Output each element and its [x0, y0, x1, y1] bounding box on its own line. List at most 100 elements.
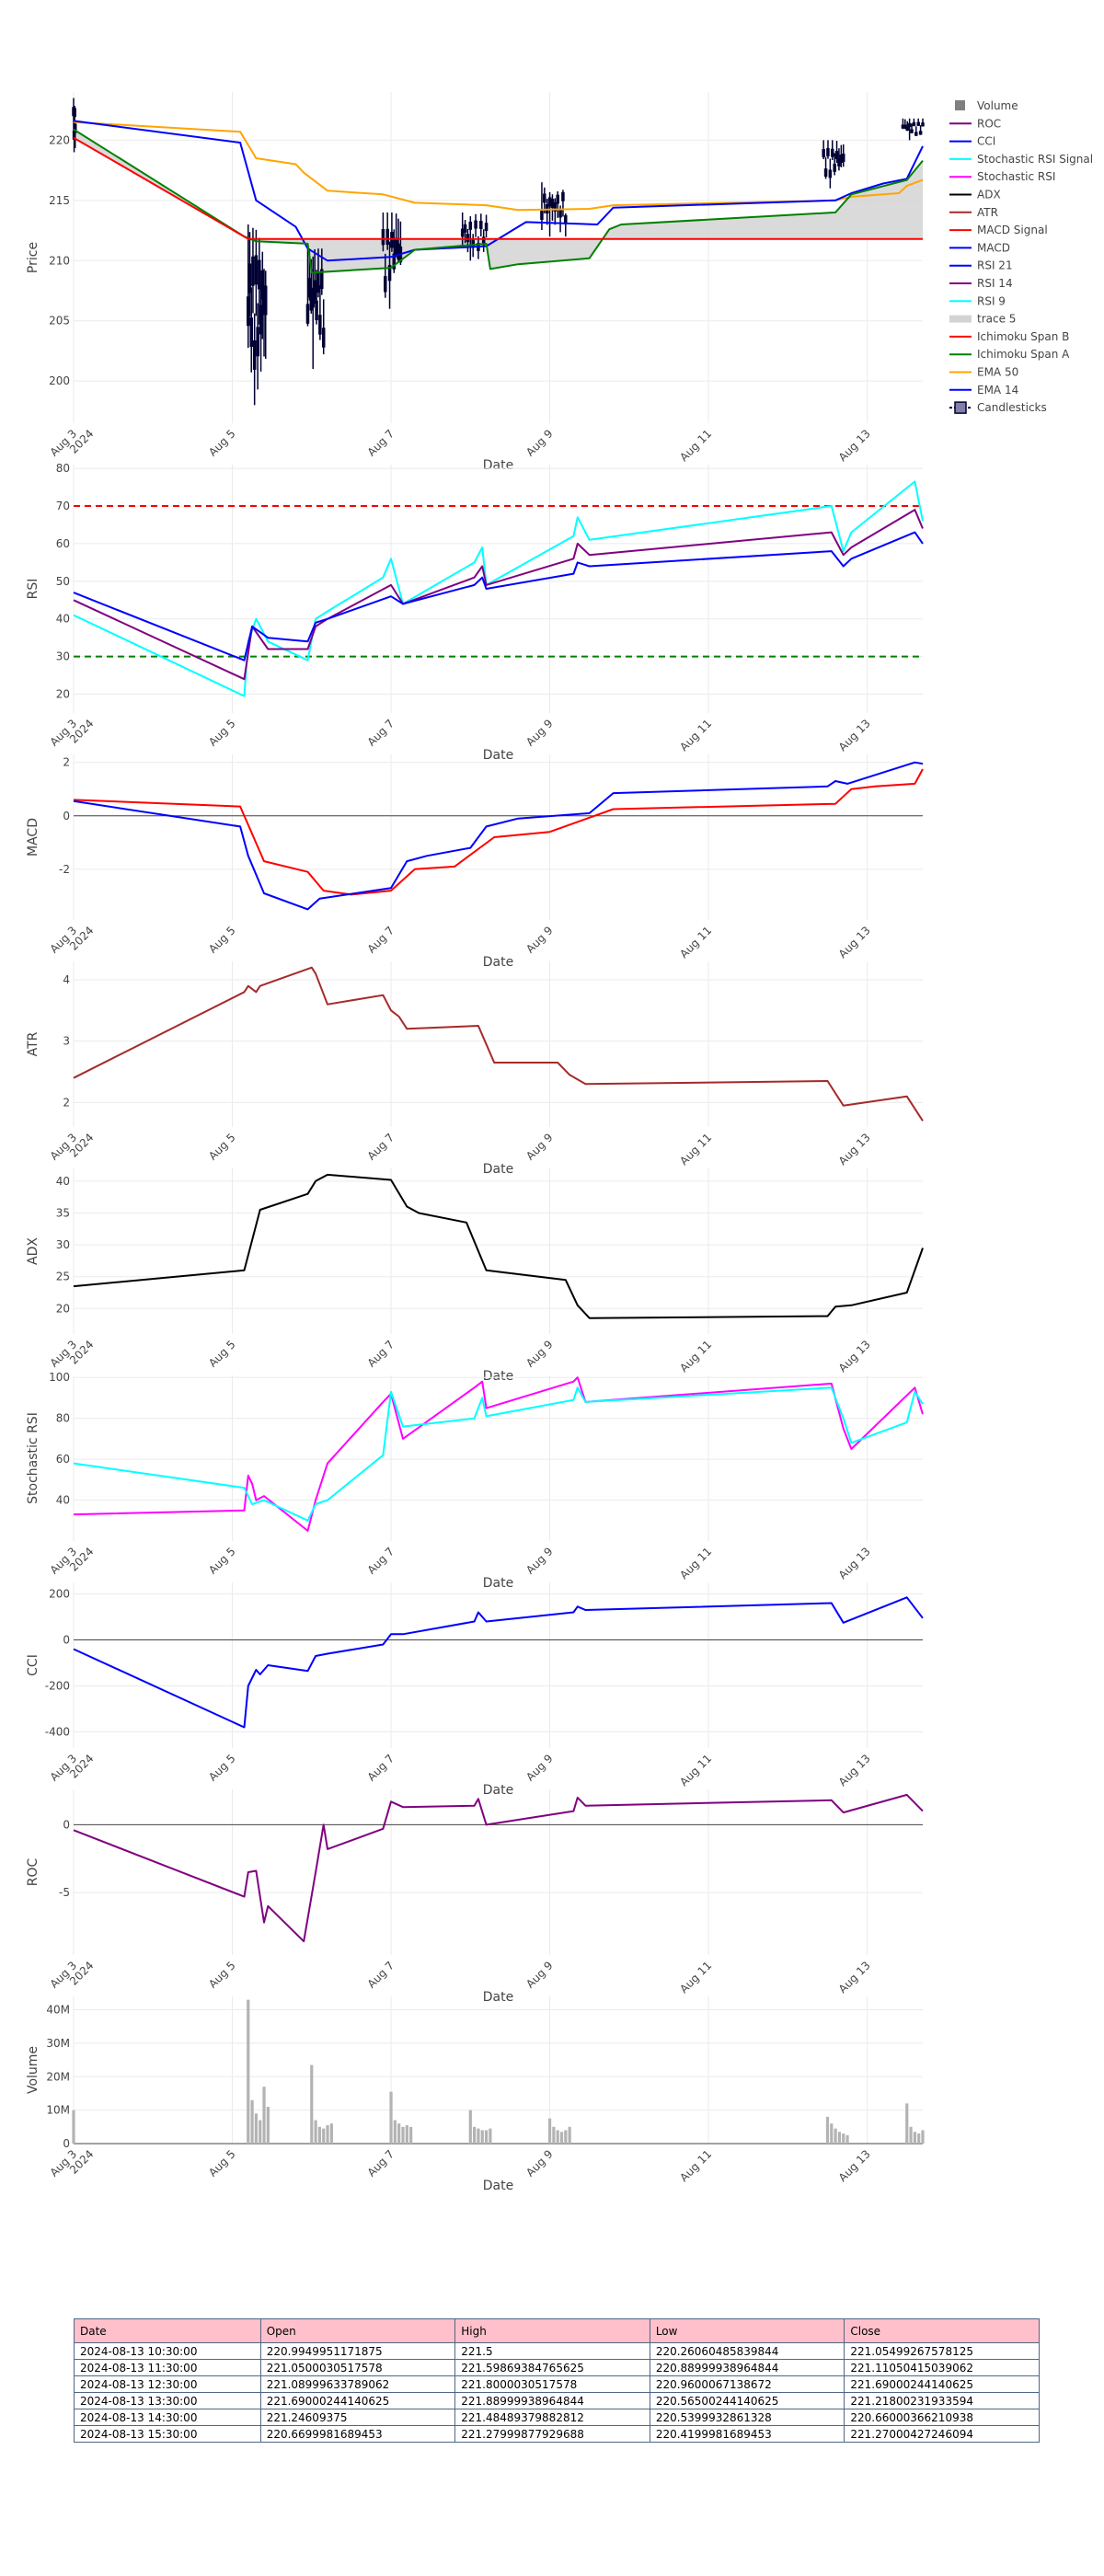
table-cell: 2024-08-13 14:30:00 [74, 2409, 261, 2426]
volume-bar [489, 2128, 492, 2144]
y-tick-label: 220 [49, 133, 70, 146]
candle-cluster [381, 212, 403, 309]
legend-label: ATR [977, 206, 998, 219]
candle-body [540, 211, 544, 220]
table-row: 2024-08-13 14:30:00 221.24609375 221.48489… [74, 2409, 1040, 2426]
volume-bar [830, 2123, 834, 2144]
series-rsi-14 [73, 509, 924, 681]
y-tick-label: 10M [46, 2104, 70, 2117]
volume-bar [547, 2118, 552, 2144]
x-tick-label: Aug 11 [677, 1545, 714, 1581]
candle-body [384, 276, 387, 293]
y-tick-label: 200 [49, 374, 70, 387]
legend-item[interactable]: RSI 14 [949, 277, 1013, 290]
x-tick-label: Aug 9 [523, 717, 556, 749]
x-tick-label: Aug 11 [677, 427, 714, 464]
candle-body [247, 263, 252, 293]
legend-item[interactable]: Ichimoku Span B [949, 330, 1069, 343]
legend-label: EMA 14 [977, 384, 1018, 397]
y-tick-label: 20M [46, 2070, 70, 2083]
table-cell: 221.0500030517578 [259, 2359, 456, 2376]
table-header-row: Date Open High Low Close [74, 2318, 1040, 2343]
legend-label: Volume [977, 99, 1018, 112]
legend-item[interactable]: EMA 50 [949, 366, 1018, 379]
series-cci [73, 1596, 924, 1729]
legend-item[interactable]: RSI 9 [949, 294, 1006, 307]
candle-body [313, 280, 316, 300]
y-tick-label: 3 [63, 1035, 70, 1048]
y-tick-label: -5 [59, 1886, 70, 1899]
y-tick-label: 80 [56, 1412, 70, 1425]
y-tick-label: 40M [46, 2004, 70, 2017]
volume-bar [397, 2123, 401, 2144]
legend-item[interactable]: RSI 21 [949, 259, 1013, 272]
legend-item[interactable]: Candlesticks [949, 401, 1047, 414]
legend-item[interactable]: CCI [949, 135, 995, 148]
table-row: 2024-08-13 12:30:00 221.08999633789062 221… [74, 2375, 1040, 2393]
y-tick-label: 25 [56, 1271, 70, 1283]
x-tick-label: Aug 9 [523, 1959, 556, 1991]
table-header-cell: Open [259, 2318, 456, 2343]
x-axis-title: Date [483, 1162, 513, 1177]
candle-cluster [72, 98, 77, 153]
legend-item[interactable]: Stochastic RSI [949, 170, 1055, 183]
candle-body [468, 221, 473, 230]
x-tick-label: Aug 13 [836, 1131, 873, 1167]
y-tick-label: 2 [63, 756, 70, 769]
candle-body [249, 317, 253, 348]
candle-body [553, 201, 558, 212]
legend-label: RSI 14 [977, 277, 1013, 290]
legend-item[interactable]: ADX [949, 189, 1001, 201]
candle-body [258, 259, 261, 290]
volume-bar [326, 2125, 329, 2144]
x-tick-label: Aug 32024 [48, 419, 97, 467]
ohlc-table: Date Open High Low Close 2024-08-13 10:30:00… [74, 2318, 1040, 2443]
panel-volume: 0 10M 20M 30M 40M Volume Aug 32024 Aug 5 Aug 7 Au… [26, 1996, 925, 2193]
x-tick-label: Aug 13 [836, 1545, 873, 1581]
table-cell: 221.08999633789062 [259, 2375, 456, 2393]
table-row: 2024-08-13 10:30:00 220.9949951171875 221.… [74, 2342, 1040, 2360]
x-axis-title: Date [483, 1783, 513, 1798]
y-tick-label: 60 [56, 537, 70, 550]
legend-item[interactable]: EMA 14 [949, 384, 1018, 397]
legend-item[interactable]: ATR [949, 206, 998, 219]
legend-item[interactable]: MACD [949, 241, 1010, 254]
legend-item[interactable]: trace 5 [949, 313, 1016, 326]
legend-item[interactable]: Stochastic RSI Signal [949, 153, 1093, 166]
volume-bar [72, 2110, 75, 2144]
legend-item[interactable]: ROC [949, 117, 1001, 130]
y-tick-label: 100 [49, 1371, 70, 1384]
candle-body [251, 256, 255, 286]
volume-bar [556, 2130, 559, 2144]
x-tick-label: Aug 7 [365, 717, 397, 749]
x-tick-label: Aug 5 [206, 427, 238, 459]
table-cell: 221.27000427246094 [844, 2425, 1040, 2443]
legend-item[interactable]: MACD Signal [949, 224, 1048, 236]
legend-item[interactable]: Ichimoku Span A [949, 348, 1070, 361]
series-stochastic-rsi-signal [73, 1386, 924, 1522]
volume-bar [905, 2103, 909, 2144]
legend-label: RSI 21 [977, 259, 1013, 272]
volume-bar [322, 2128, 326, 2144]
volume-bar [314, 2120, 317, 2144]
x-tick-label: Aug 13 [836, 717, 873, 753]
y-axis-title: CCI [26, 1654, 40, 1676]
volume-bar [568, 2126, 571, 2144]
table-cell: 220.56500244140625 [649, 2392, 845, 2409]
table-row: 2024-08-13 13:30:00 221.69000244140625 221… [74, 2392, 1040, 2409]
table-header-cell: Low [649, 2318, 845, 2343]
candle-body [921, 122, 925, 127]
x-tick-label: Aug 32024 [48, 708, 97, 757]
table-cell: 221.21800231933594 [844, 2392, 1040, 2409]
legend-item[interactable]: Volume [955, 99, 1018, 112]
legend-label: Candlesticks [977, 401, 1047, 414]
y-tick-label: 40 [56, 1494, 70, 1507]
x-tick-label: Aug 5 [206, 1545, 238, 1577]
y-tick-label: 30 [56, 650, 70, 663]
candle-body [556, 194, 559, 204]
candle-body [73, 108, 76, 118]
candle-cluster [901, 118, 925, 141]
table-cell: 2024-08-13 12:30:00 [74, 2375, 261, 2393]
candle-body [543, 193, 546, 203]
volume-bar [259, 2120, 262, 2144]
